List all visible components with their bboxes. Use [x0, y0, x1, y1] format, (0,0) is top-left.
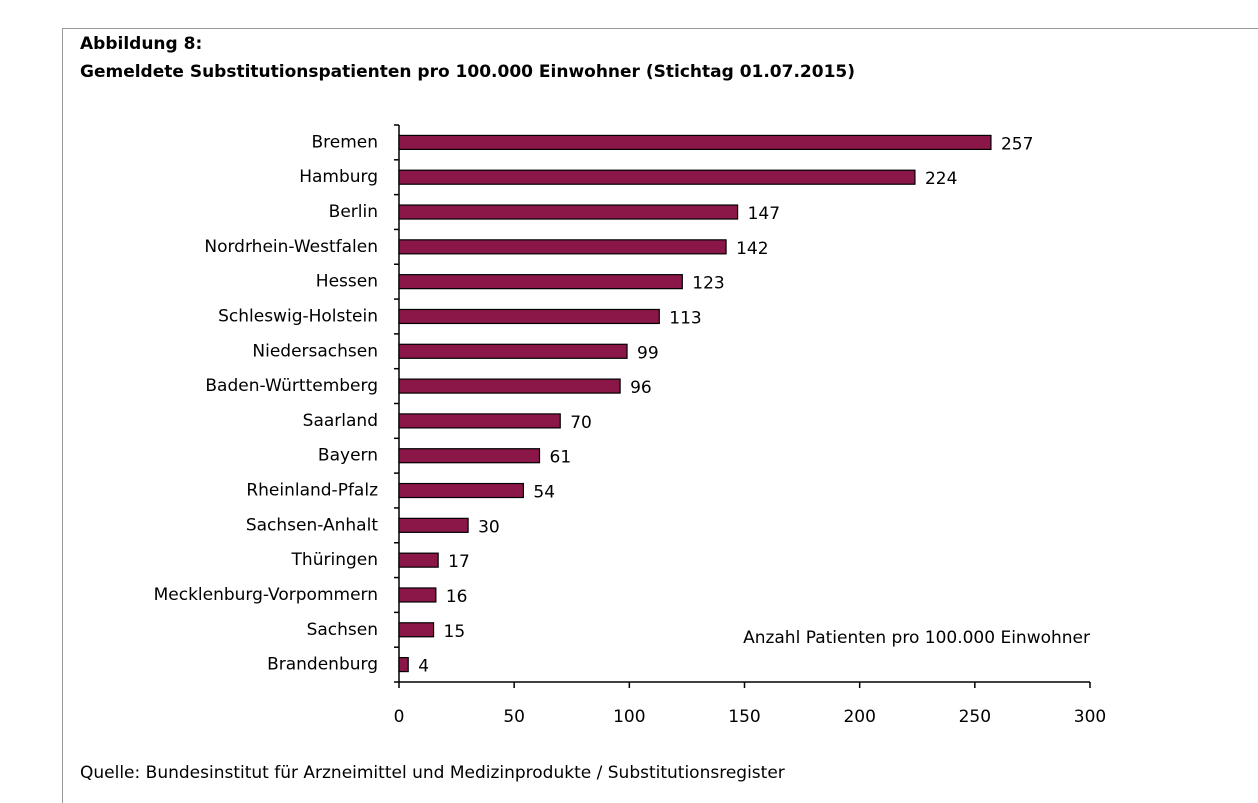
data-label: 113 [669, 308, 701, 328]
data-label: 142 [736, 239, 768, 259]
y-tick-label: Niedersachsen [252, 341, 378, 361]
bar [398, 343, 628, 359]
y-tick-label: Nordrhein-Westfalen [204, 237, 378, 257]
y-tick-label: Hamburg [299, 167, 378, 187]
bar [398, 552, 439, 568]
chart-subtitle: Gemeldete Substitutionspatienten pro 100… [80, 62, 855, 82]
bar [398, 239, 727, 255]
y-tick-label: Bremen [311, 132, 378, 152]
data-label: 61 [550, 448, 572, 468]
x-tick-label: 300 [1074, 707, 1106, 727]
data-label: 123 [692, 274, 724, 294]
x-tick-label: 100 [613, 707, 645, 727]
y-tick-label: Schleswig-Holstein [218, 306, 378, 326]
bar [398, 587, 437, 603]
y-tick-label: Thüringen [291, 550, 378, 570]
bar [398, 656, 409, 673]
data-label: 96 [630, 378, 652, 398]
bar [398, 169, 916, 185]
bar [398, 378, 621, 394]
y-tick-label: Rheinland-Pfalz [246, 481, 378, 501]
y-tick-label: Baden-Württemberg [205, 376, 378, 396]
y-tick-label: Hessen [316, 272, 378, 292]
data-label: 30 [478, 517, 500, 537]
data-label: 4 [418, 657, 429, 677]
bar [398, 274, 683, 290]
y-tick-label: Brandenburg [267, 655, 378, 675]
bar [398, 448, 541, 464]
axis-label: Anzahl Patienten pro 100.000 Einwohner [743, 628, 1090, 648]
bar [398, 134, 992, 151]
chart-title: Abbildung 8: [80, 34, 202, 54]
data-label: 99 [637, 343, 659, 363]
x-tick-label: 250 [959, 707, 991, 727]
data-label: 257 [1001, 134, 1033, 154]
y-tick-label: Sachsen [307, 620, 378, 640]
x-tick-label: 200 [843, 707, 875, 727]
bar [398, 517, 469, 533]
frame [62, 28, 1258, 803]
bar [398, 204, 739, 220]
data-label: 17 [448, 552, 470, 572]
data-label: 147 [748, 204, 780, 224]
x-tick-label: 150 [728, 707, 760, 727]
bar [398, 622, 435, 638]
y-tick-label: Mecklenburg-Vorpommern [154, 585, 378, 605]
bar [398, 482, 524, 499]
y-tick-label: Bayern [318, 446, 378, 466]
data-label: 15 [444, 622, 466, 642]
bar [398, 413, 561, 429]
data-label: 224 [925, 169, 957, 189]
x-tick-label: 50 [503, 707, 525, 727]
source: Quelle: Bundesinstitut für Arzneimittel … [80, 763, 785, 783]
data-label: 16 [446, 587, 468, 607]
x-tick-label: 0 [394, 707, 405, 727]
bar [398, 308, 660, 325]
data-label: 70 [570, 413, 592, 433]
data-label: 54 [533, 483, 555, 503]
y-tick-label: Saarland [303, 411, 378, 431]
y-tick-label: Sachsen-Anhalt [246, 515, 378, 535]
y-tick-label: Berlin [329, 202, 378, 222]
